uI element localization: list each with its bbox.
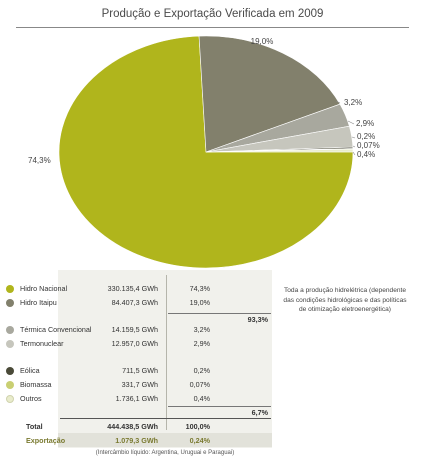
row-pct: 19,0% [189, 298, 210, 307]
row-gwh: 331,7 GWh [121, 380, 158, 389]
pie-data-label: 19,0% [251, 37, 274, 46]
pie-leader-line [352, 151, 356, 156]
row-pct: 0,4% [193, 394, 210, 403]
row-pct: 0,07% [189, 380, 210, 389]
legend-dot-termonuclear [6, 340, 14, 348]
legend-dot-hidro-itaipu [6, 299, 14, 307]
table-row-biomassa: Biomassa 331,7 GWh 0,07% [0, 379, 214, 392]
row-name: Outros [20, 394, 42, 403]
row-name: Biomassa [20, 380, 52, 389]
legend-dot-termica [6, 326, 14, 334]
pie-data-label: 0,07% [357, 141, 380, 150]
subtotal-line-hydro [168, 313, 271, 314]
row-name: Termonuclear [20, 339, 64, 348]
total-gwh: 444.438,5 GWh [107, 422, 158, 431]
table-row-termica-convencional: Térmica Convencional 14.159,5 GWh 3,2% [0, 324, 214, 337]
legend-dot-biomassa [6, 381, 14, 389]
export-label: Exportação [26, 436, 66, 445]
pie-slice-hidro-itaipu [198, 35, 341, 153]
total-line [60, 418, 271, 419]
total-pct: 100,0% [185, 422, 210, 431]
pie-data-label: 74,3% [28, 156, 51, 165]
export-pct: 0,24% [189, 436, 210, 445]
pie-data-label: 3,2% [344, 98, 362, 107]
table-row-hidro-itaipu: Hidro Itaipu 84.407,3 GWh 19,0% [0, 297, 214, 310]
row-gwh: 14.159,5 GWh [111, 325, 158, 334]
pie-data-label: 0,4% [357, 150, 375, 159]
total-label: Total [26, 422, 43, 431]
row-pct: 3,2% [193, 325, 210, 334]
row-name: Eólica [20, 366, 40, 375]
title-rule [16, 27, 409, 28]
subtotal-other: 6,7% [251, 408, 268, 417]
chart-title: Produção e Exportação Verificada em 2009 [101, 8, 324, 20]
row-pct: 74,3% [189, 284, 210, 293]
row-pct: 2,9% [193, 339, 210, 348]
table-row-hidro-nacional: Hidro Nacional 330.135,4 GWh 74,3% [0, 283, 214, 296]
hydro-note: Toda a produção hidrelétrica (dependente… [283, 287, 407, 313]
pie-leader-line [347, 120, 355, 125]
legend-dot-hidro-nacional [6, 285, 14, 293]
row-gwh: 84.407,3 GWh [111, 298, 158, 307]
pie-data-label: 2,9% [356, 119, 374, 128]
table-row-total: Total 444.438,5 GWh 100,0% [0, 421, 214, 434]
column-separator [166, 275, 167, 430]
subtotal-hydro: 93,3% [247, 315, 268, 324]
row-gwh: 711,5 GWh [122, 366, 158, 375]
table-row-export: Exportação 1.079,3 GWh 0,24% [0, 435, 214, 448]
legend-dot-eolica [6, 367, 14, 375]
pie-chart: 74,3% 19,0% 3,2% 2,9% 0,2%0,07%0,4% [28, 35, 380, 269]
legend-dot-outros [6, 395, 14, 403]
pie-leader-line [352, 145, 356, 148]
row-gwh: 330.135,4 GWh [107, 284, 158, 293]
table-row-outros: Outros 1.736,1 GWh 0,4% [0, 393, 214, 406]
exchange-footnote: (Intercâmbio líquido: Argentina, Uruguai… [95, 450, 235, 456]
row-name: Hidro Itaipu [20, 298, 57, 307]
pie-data-label: 0,2% [357, 132, 375, 141]
table-row-eolica: Eólica 711,5 GWh 0,2% [0, 365, 214, 378]
row-name: Térmica Convencional [20, 325, 92, 334]
pie-leader-line [351, 136, 356, 139]
export-gwh: 1.079,3 GWh [115, 436, 158, 445]
pie-leader-line [335, 100, 341, 104]
row-gwh: 1.736,1 GWh [115, 394, 158, 403]
table-row-termonuclear: Termonuclear 12.957,0 GWh 2,9% [0, 338, 214, 351]
subtotal-line-other [168, 406, 271, 407]
pie-slice-outros [205, 148, 354, 153]
row-name: Hidro Nacional [20, 284, 68, 293]
export-band [58, 433, 272, 447]
row-pct: 0,2% [193, 366, 210, 375]
row-gwh: 12.957,0 GWh [111, 339, 158, 348]
